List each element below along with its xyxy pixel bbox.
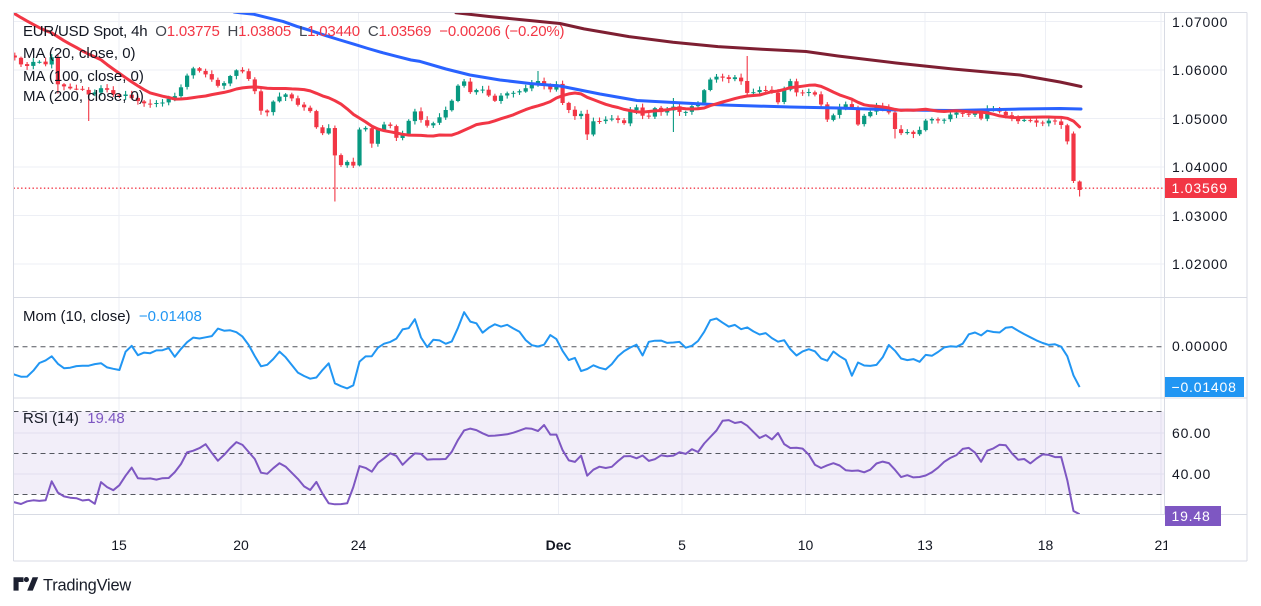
svg-text:TradingView: TradingView — [43, 576, 131, 594]
